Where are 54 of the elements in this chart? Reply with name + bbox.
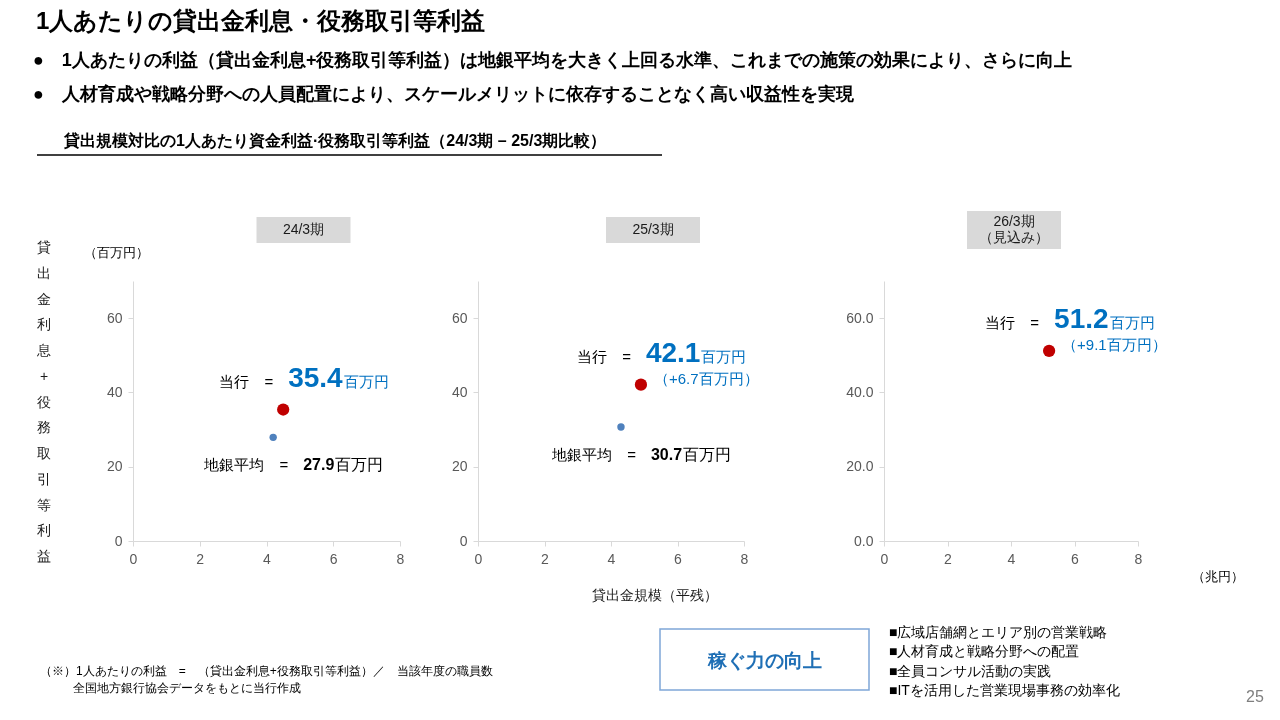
- y-tick-label: 60: [451, 309, 468, 326]
- x-tick-label: 8: [1134, 550, 1143, 567]
- text: 25: [1246, 688, 1264, 705]
- y-tick-label: 0: [459, 532, 468, 549]
- y-tick-label: 20: [106, 458, 123, 475]
- text: 全国地方銀行協会データをもとに当行作成: [73, 681, 301, 695]
- text: ■ITを活用した営業現場事務の効率化: [889, 681, 1120, 698]
- x-tick-label: 0: [474, 550, 483, 567]
- chart-title: 26/3期: [993, 213, 1035, 229]
- text: 1人あたりの貸出金利息・役務取引等利益: [36, 7, 486, 34]
- text: 貸出金利息+役務取引等利益: [37, 239, 51, 564]
- x-tick-label: 6: [674, 550, 683, 567]
- x-tick-label: 8: [396, 550, 405, 567]
- x-axis-title: 貸出金規模（平残）: [592, 587, 718, 603]
- text: ■広域店舗網とエリア別の営業戦略: [889, 624, 1108, 640]
- y-tick-label: 0.0: [854, 532, 874, 549]
- y-tick-label: 60.0: [846, 309, 874, 326]
- text: ● 1人あたりの利益（貸出金利息+役務取引等利益）は地銀平均を大きく上回る水準、これまでの施策の効果により、さらに向上: [33, 50, 1073, 70]
- y-tick-label: 40: [451, 383, 468, 400]
- y-tick-label: 0: [114, 532, 123, 549]
- chart-title: 24/3期: [282, 221, 325, 237]
- annotation: 当行 = 35.4百万円: [219, 361, 389, 393]
- x-tick-label: 0: [880, 550, 889, 567]
- annotation: 当行 = 51.2百万円: [985, 302, 1155, 334]
- annotation: 地銀平均 = 27.9百万円: [203, 456, 384, 474]
- x-tick-label: 2: [944, 550, 953, 567]
- x-tick-label: 4: [607, 550, 616, 567]
- x-tick-label: 4: [263, 550, 272, 567]
- annotation: 当行 = 42.1百万円: [577, 336, 747, 368]
- text: ■全員コンサル活動の実践: [889, 662, 1052, 679]
- chart-title: 25/3期: [632, 221, 674, 237]
- annotation: 地銀平均 = 30.7百万円: [551, 445, 732, 463]
- text: 稼ぐ力の向上: [707, 650, 822, 671]
- y-tick-label: 20.0: [846, 458, 874, 475]
- x-tick-label: 2: [541, 550, 550, 567]
- annotation: （+9.1百万円）: [1062, 335, 1167, 353]
- text: （兆円）: [1192, 569, 1244, 584]
- text: ● 人材育成や戦略分野への人員配置により、スケールメリットに依存することなく高い収益性を実現: [33, 83, 855, 104]
- y-tick-label: 40: [106, 383, 123, 400]
- text: （※）1人あたりの利益 = （貸出金利息+役務取引等利益）／ 当該年度の職員数: [40, 664, 493, 678]
- text: ■人材育成と戦略分野への配置: [889, 643, 1080, 660]
- x-tick-label: 4: [1007, 550, 1016, 567]
- y-tick-label: 20: [451, 458, 468, 475]
- annotation: （+6.7百万円）: [653, 369, 759, 387]
- x-tick-label: 6: [329, 550, 338, 567]
- x-tick-label: 8: [740, 550, 749, 567]
- text: 貸出規模対比の1人あたり資金利益·役務取引等利益（24/3期 – 25/3期比較）: [63, 131, 607, 150]
- x-tick-label: 6: [1071, 550, 1080, 567]
- x-tick-label: 0: [129, 550, 138, 567]
- y-tick-label: 60: [106, 309, 123, 326]
- x-tick-label: 2: [196, 550, 205, 567]
- text: （百万円）: [83, 245, 149, 260]
- y-tick-label: 40.0: [846, 383, 874, 400]
- chart-subtitle: （見込み）: [979, 229, 1049, 245]
